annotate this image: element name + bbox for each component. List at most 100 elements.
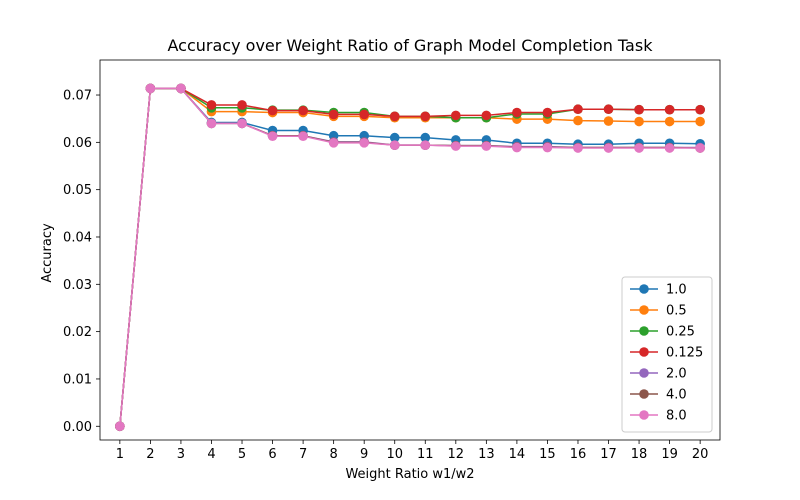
data-point bbox=[389, 132, 400, 143]
x-tick-label: 1 bbox=[116, 447, 124, 462]
data-point bbox=[176, 83, 186, 94]
x-tick-label: 7 bbox=[299, 447, 307, 462]
series-line bbox=[119, 87, 701, 427]
x-tick-label: 19 bbox=[661, 447, 678, 462]
y-tick-label: 0.05 bbox=[63, 183, 92, 198]
legend-label: 8.0 bbox=[666, 409, 687, 424]
data-point bbox=[420, 140, 431, 150]
chart-title: Accuracy over Weight Ratio of Graph Mode… bbox=[168, 36, 654, 55]
data-point bbox=[451, 110, 461, 121]
y-tick-label: 0.04 bbox=[63, 230, 92, 245]
x-tick-label: 14 bbox=[509, 447, 526, 462]
x-tick-label: 2 bbox=[146, 447, 154, 462]
legend-item: 4.0 bbox=[630, 388, 687, 403]
legend-marker bbox=[639, 368, 649, 378]
legend: 1.0 0.5 0.25 0.125 2.0 4.0 8.0 bbox=[621, 276, 713, 433]
data-point bbox=[267, 105, 278, 116]
x-axis: 1 2 3 4 5 6 7 8 9 10 11 12 13 14 15 16 17 18 19 20 bbox=[116, 440, 709, 462]
legend-item: 0.5 bbox=[630, 304, 687, 319]
data-point bbox=[573, 115, 583, 126]
data-point bbox=[328, 138, 339, 148]
legend-label: 0.25 bbox=[666, 325, 695, 340]
x-tick-label: 8 bbox=[330, 447, 338, 462]
legend-label: 0.125 bbox=[666, 346, 703, 361]
data-point bbox=[634, 143, 644, 153]
y-tick-label: 0.03 bbox=[63, 278, 92, 293]
legend-marker bbox=[639, 326, 649, 336]
legend-item: 0.125 bbox=[630, 346, 703, 361]
x-tick-label: 17 bbox=[600, 447, 617, 462]
legend-marker bbox=[639, 284, 649, 294]
data-point bbox=[359, 109, 369, 120]
x-tick-label: 11 bbox=[417, 447, 434, 462]
series-line bbox=[119, 87, 701, 427]
x-tick-label: 16 bbox=[570, 447, 587, 462]
data-point bbox=[389, 111, 400, 122]
series-layer bbox=[115, 83, 705, 432]
x-tick-label: 9 bbox=[360, 447, 368, 462]
data-point bbox=[298, 131, 308, 141]
legend-label: 1.0 bbox=[666, 283, 687, 298]
x-tick-label: 4 bbox=[207, 447, 215, 462]
data-point bbox=[237, 100, 247, 110]
data-point bbox=[267, 131, 278, 141]
data-point bbox=[389, 140, 400, 150]
plot-area bbox=[99, 59, 721, 441]
data-point bbox=[481, 141, 492, 151]
x-tick-label: 18 bbox=[631, 447, 648, 462]
legend-item: 1.0 bbox=[630, 283, 687, 298]
x-tick-label: 13 bbox=[478, 447, 495, 462]
y-tick-label: 0.02 bbox=[63, 325, 92, 340]
data-point bbox=[115, 421, 125, 432]
data-point bbox=[359, 138, 369, 148]
series-8.0 bbox=[115, 83, 705, 432]
y-tick-label: 0.00 bbox=[63, 420, 92, 435]
data-point bbox=[145, 83, 156, 94]
legend-marker bbox=[639, 389, 649, 399]
data-point bbox=[420, 111, 431, 122]
x-tick-label: 3 bbox=[177, 447, 185, 462]
data-point bbox=[695, 116, 705, 127]
data-point bbox=[481, 110, 492, 121]
y-tick-label: 0.07 bbox=[63, 89, 92, 104]
series-line bbox=[119, 87, 701, 427]
data-point bbox=[420, 132, 431, 143]
data-point bbox=[603, 104, 614, 115]
legend-marker bbox=[639, 410, 649, 420]
data-point bbox=[664, 104, 675, 115]
data-point bbox=[206, 100, 217, 110]
data-point bbox=[512, 142, 522, 153]
x-tick-label: 12 bbox=[448, 447, 465, 462]
data-point bbox=[206, 118, 217, 129]
data-point bbox=[573, 143, 583, 153]
legend-label: 4.0 bbox=[666, 388, 687, 403]
x-tick-label: 10 bbox=[386, 447, 403, 462]
legend-item: 0.25 bbox=[630, 325, 695, 340]
y-tick-label: 0.06 bbox=[63, 136, 92, 151]
data-point bbox=[298, 105, 308, 116]
y-tick-label: 0.01 bbox=[63, 372, 92, 387]
data-point bbox=[664, 116, 675, 127]
data-point bbox=[542, 142, 553, 153]
x-tick-label: 20 bbox=[692, 447, 709, 462]
data-point bbox=[237, 118, 247, 129]
x-axis-label: Weight Ratio w1/w2 bbox=[345, 467, 474, 482]
data-point bbox=[695, 143, 705, 153]
data-point bbox=[573, 104, 583, 115]
data-point bbox=[603, 143, 614, 153]
x-tick-label: 15 bbox=[539, 447, 556, 462]
data-point bbox=[603, 116, 614, 126]
legend-item: 8.0 bbox=[630, 409, 687, 424]
data-point bbox=[542, 107, 553, 118]
data-point bbox=[451, 141, 461, 151]
legend-marker bbox=[639, 347, 649, 357]
y-axis-label: Accuracy bbox=[40, 223, 55, 283]
legend-label: 0.5 bbox=[666, 304, 687, 319]
data-point bbox=[695, 104, 705, 115]
x-tick-label: 6 bbox=[268, 447, 276, 462]
data-point bbox=[634, 116, 644, 127]
data-point bbox=[664, 143, 675, 153]
legend-item: 2.0 bbox=[630, 367, 687, 382]
legend-marker bbox=[639, 305, 649, 315]
